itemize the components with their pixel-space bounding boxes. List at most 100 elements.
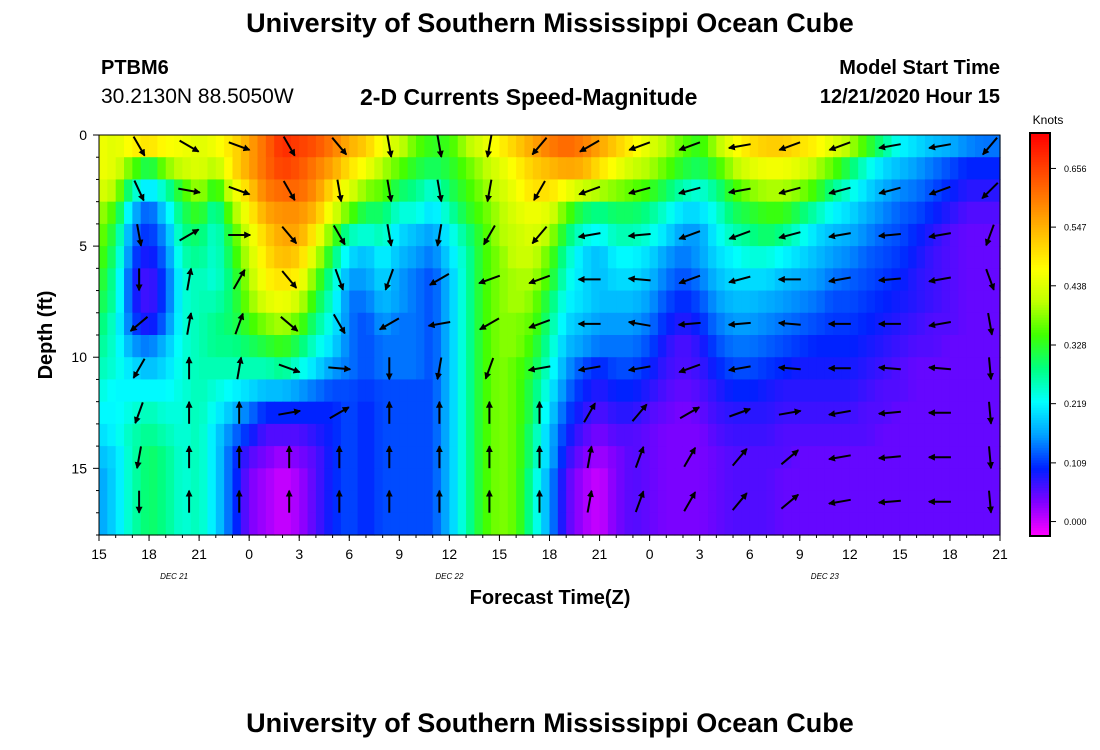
heatmap-cell	[290, 135, 300, 158]
heatmap-cell	[983, 512, 993, 536]
heatmap-cell	[808, 446, 818, 469]
heatmap-cell	[708, 512, 717, 536]
heatmap-cell	[616, 246, 626, 269]
heatmap-cell	[482, 468, 492, 492]
heatmap-cell	[349, 201, 359, 225]
heatmap-cell	[874, 423, 884, 447]
colorbar-segment	[1031, 266, 1049, 270]
heatmap-cell	[849, 446, 859, 469]
heatmap-cell	[474, 335, 484, 358]
heatmap-cell	[199, 312, 209, 336]
heatmap-cell	[382, 135, 392, 158]
colorbar-segment	[1031, 299, 1049, 303]
current-vector-arrow	[332, 313, 346, 335]
heatmap-cell	[457, 246, 467, 269]
heatmap-cell	[916, 490, 926, 514]
heatmap-cell	[507, 246, 517, 269]
heatmap-cell	[449, 357, 459, 381]
colorbar-segment	[1031, 402, 1049, 406]
heatmap-cell	[774, 468, 784, 492]
heatmap-cell	[549, 179, 559, 203]
heatmap-cell	[582, 512, 592, 536]
heatmap-cell	[741, 468, 751, 492]
heatmap-cell	[591, 423, 601, 447]
heatmap-cell	[365, 268, 375, 292]
heatmap-cell	[307, 201, 317, 225]
heatmap-cell	[666, 468, 676, 492]
heatmap-cell	[274, 179, 284, 203]
heatmap-cell	[299, 512, 309, 536]
heatmap-cell	[149, 379, 158, 403]
heatmap-cell	[949, 379, 959, 403]
heatmap-cell	[357, 357, 367, 381]
heatmap-cell	[132, 268, 142, 292]
heatmap-cell	[783, 201, 793, 225]
heatmap-cell	[632, 512, 642, 536]
heatmap-cell	[541, 468, 551, 492]
current-vector-arrow	[677, 320, 701, 328]
heatmap-cell	[699, 335, 709, 358]
heatmap-cell	[441, 223, 450, 247]
heatmap-cell	[140, 335, 150, 358]
heatmap-cell	[549, 446, 559, 469]
colorbar-segment	[1031, 399, 1049, 403]
heatmap-cell	[541, 179, 551, 203]
heatmap-cell	[991, 157, 1001, 181]
current-vector-arrow	[485, 135, 493, 158]
heatmap-cell	[207, 179, 217, 203]
heatmap-cell	[207, 246, 217, 269]
heatmap-cell	[299, 135, 309, 158]
heatmap-cell	[240, 423, 250, 447]
heatmap-cell	[532, 290, 542, 314]
heatmap-cell	[249, 401, 259, 425]
heatmap-cell	[307, 490, 317, 514]
heatmap-cell	[382, 379, 392, 403]
heatmap-cell	[374, 135, 384, 158]
heatmap-cell	[290, 512, 300, 536]
heatmap-cell	[115, 135, 125, 158]
heatmap-cell	[866, 135, 876, 158]
heatmap-cell	[699, 312, 709, 336]
heatmap-cell	[99, 246, 108, 269]
heatmap-cell	[899, 135, 909, 158]
colorbar-segment	[1031, 259, 1049, 263]
heatmap-cell	[441, 290, 450, 314]
colorbar-segment	[1031, 136, 1049, 140]
heatmap-cell	[557, 157, 567, 181]
heatmap-cell	[983, 223, 993, 247]
heatmap-cell	[966, 268, 976, 292]
heatmap-cell	[691, 468, 701, 492]
heatmap-cell	[591, 490, 601, 514]
heatmap-cell	[599, 357, 609, 381]
colorbar-segment	[1031, 186, 1049, 190]
heatmap-cell	[232, 312, 242, 336]
heatmap-cell	[574, 201, 584, 225]
heatmap-cell	[432, 512, 442, 536]
heatmap-cell	[441, 246, 450, 269]
heatmap-cell	[441, 135, 450, 158]
heatmap-cell	[632, 157, 642, 181]
heatmap-cell	[741, 335, 751, 358]
x-tick-label: 15	[91, 546, 107, 562]
heatmap-cell	[215, 135, 225, 158]
heatmap-cell	[207, 401, 217, 425]
heatmap-cell	[674, 446, 684, 469]
heatmap-cell	[340, 512, 350, 536]
heatmap-cell	[574, 490, 584, 514]
heatmap-cell	[182, 357, 192, 381]
heatmap-cell	[215, 290, 225, 314]
heatmap-cell	[908, 179, 918, 203]
heatmap-cell	[374, 223, 384, 247]
heatmap-cell	[340, 446, 350, 469]
heatmap-cell	[924, 423, 934, 447]
heatmap-cell	[624, 490, 634, 514]
heatmap-cell	[758, 423, 767, 447]
heatmap-cell	[140, 401, 150, 425]
colorbar-frame	[1029, 132, 1051, 537]
heatmap-cell	[340, 423, 350, 447]
heatmap-cell	[466, 290, 476, 314]
heatmap-cell	[641, 401, 651, 425]
current-vector-arrow	[436, 179, 444, 203]
heatmap-cell	[207, 468, 217, 492]
heatmap-cell	[474, 379, 484, 403]
